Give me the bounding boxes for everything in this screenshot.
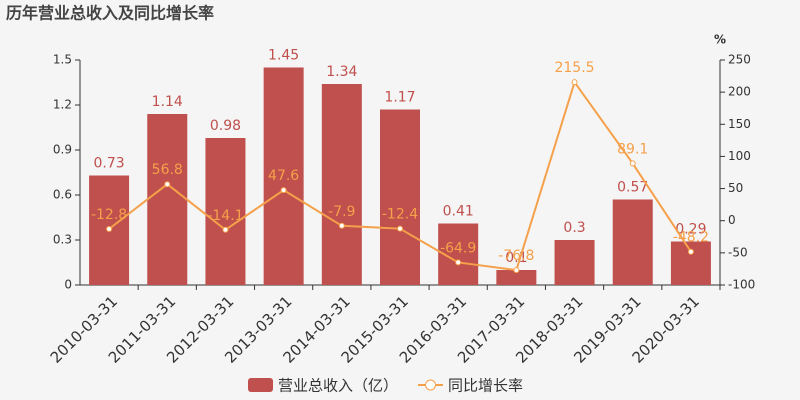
line-point	[455, 259, 462, 266]
bar-value-label: 0.73	[94, 156, 125, 172]
line-value-label: -12.8	[91, 207, 127, 223]
line-value-label: -12.4	[382, 207, 418, 223]
legend-swatch	[248, 378, 273, 392]
bar-value-label: 0.29	[675, 222, 706, 238]
line-value-label: -48.2	[673, 230, 709, 246]
line-point	[629, 160, 636, 167]
line-point	[687, 248, 694, 255]
y-tick-label: 0	[64, 278, 72, 292]
line-value-label: 56.8	[152, 162, 183, 178]
line-point	[280, 187, 287, 194]
bar-value-label: 0.98	[210, 118, 241, 134]
y2-tick-label: 200	[728, 85, 751, 99]
bar-value-label: 1.14	[152, 94, 183, 110]
legend-label: 营业总收入（亿）	[278, 377, 398, 395]
y2-tick-label: 150	[728, 117, 751, 131]
bar	[147, 114, 188, 285]
y2-tick-label: -100	[728, 278, 755, 292]
bar-value-label: 1.17	[384, 90, 415, 106]
legend-label: 同比增长率	[448, 377, 523, 395]
y2-tick-label: 50	[728, 181, 743, 195]
line-point	[338, 222, 345, 229]
line-point	[571, 79, 578, 86]
y-tick-label: 0.3	[53, 233, 72, 247]
line-point	[397, 225, 403, 232]
bar	[612, 199, 653, 285]
bar	[554, 240, 595, 285]
y2-axis-label: %	[714, 33, 726, 47]
y2-tick-label: 0	[728, 213, 736, 227]
bar-value-label: 0.41	[443, 204, 474, 220]
legend-swatch-dot	[425, 379, 437, 391]
bar	[321, 84, 362, 285]
bar	[263, 67, 304, 285]
bar-value-label: 0.3	[563, 220, 585, 236]
line-value-label: -64.9	[440, 240, 476, 256]
y2-tick-label: -50	[728, 245, 748, 259]
bar	[496, 270, 537, 285]
line-point	[164, 181, 171, 188]
bar	[205, 138, 246, 285]
y-tick-label: 0.9	[53, 143, 72, 157]
y2-tick-label: 100	[728, 149, 751, 163]
line-point	[222, 226, 229, 233]
line-value-label: 215.5	[554, 60, 594, 76]
bar-value-label: 1.34	[326, 64, 357, 80]
y-tick-label: 0.6	[53, 188, 72, 202]
line-point	[513, 267, 520, 274]
y2-tick-label: 250	[728, 53, 751, 67]
bar	[380, 109, 420, 285]
bar-value-label: 1.45	[268, 48, 299, 64]
chart-title: 历年营业总收入及同比增长率	[6, 4, 214, 23]
line-value-label: 89.1	[617, 141, 648, 157]
bar	[670, 241, 711, 285]
line-value-label: -76.8	[498, 248, 534, 264]
line-value-label: 47.6	[268, 168, 299, 184]
y-tick-label: 1.5	[53, 53, 72, 67]
y-tick-label: 1.2	[53, 98, 72, 112]
line-value-label: -7.9	[328, 204, 355, 220]
bar-value-label: 0.57	[617, 180, 648, 196]
line-point	[106, 225, 113, 232]
line-value-label: -14.1	[207, 208, 243, 224]
